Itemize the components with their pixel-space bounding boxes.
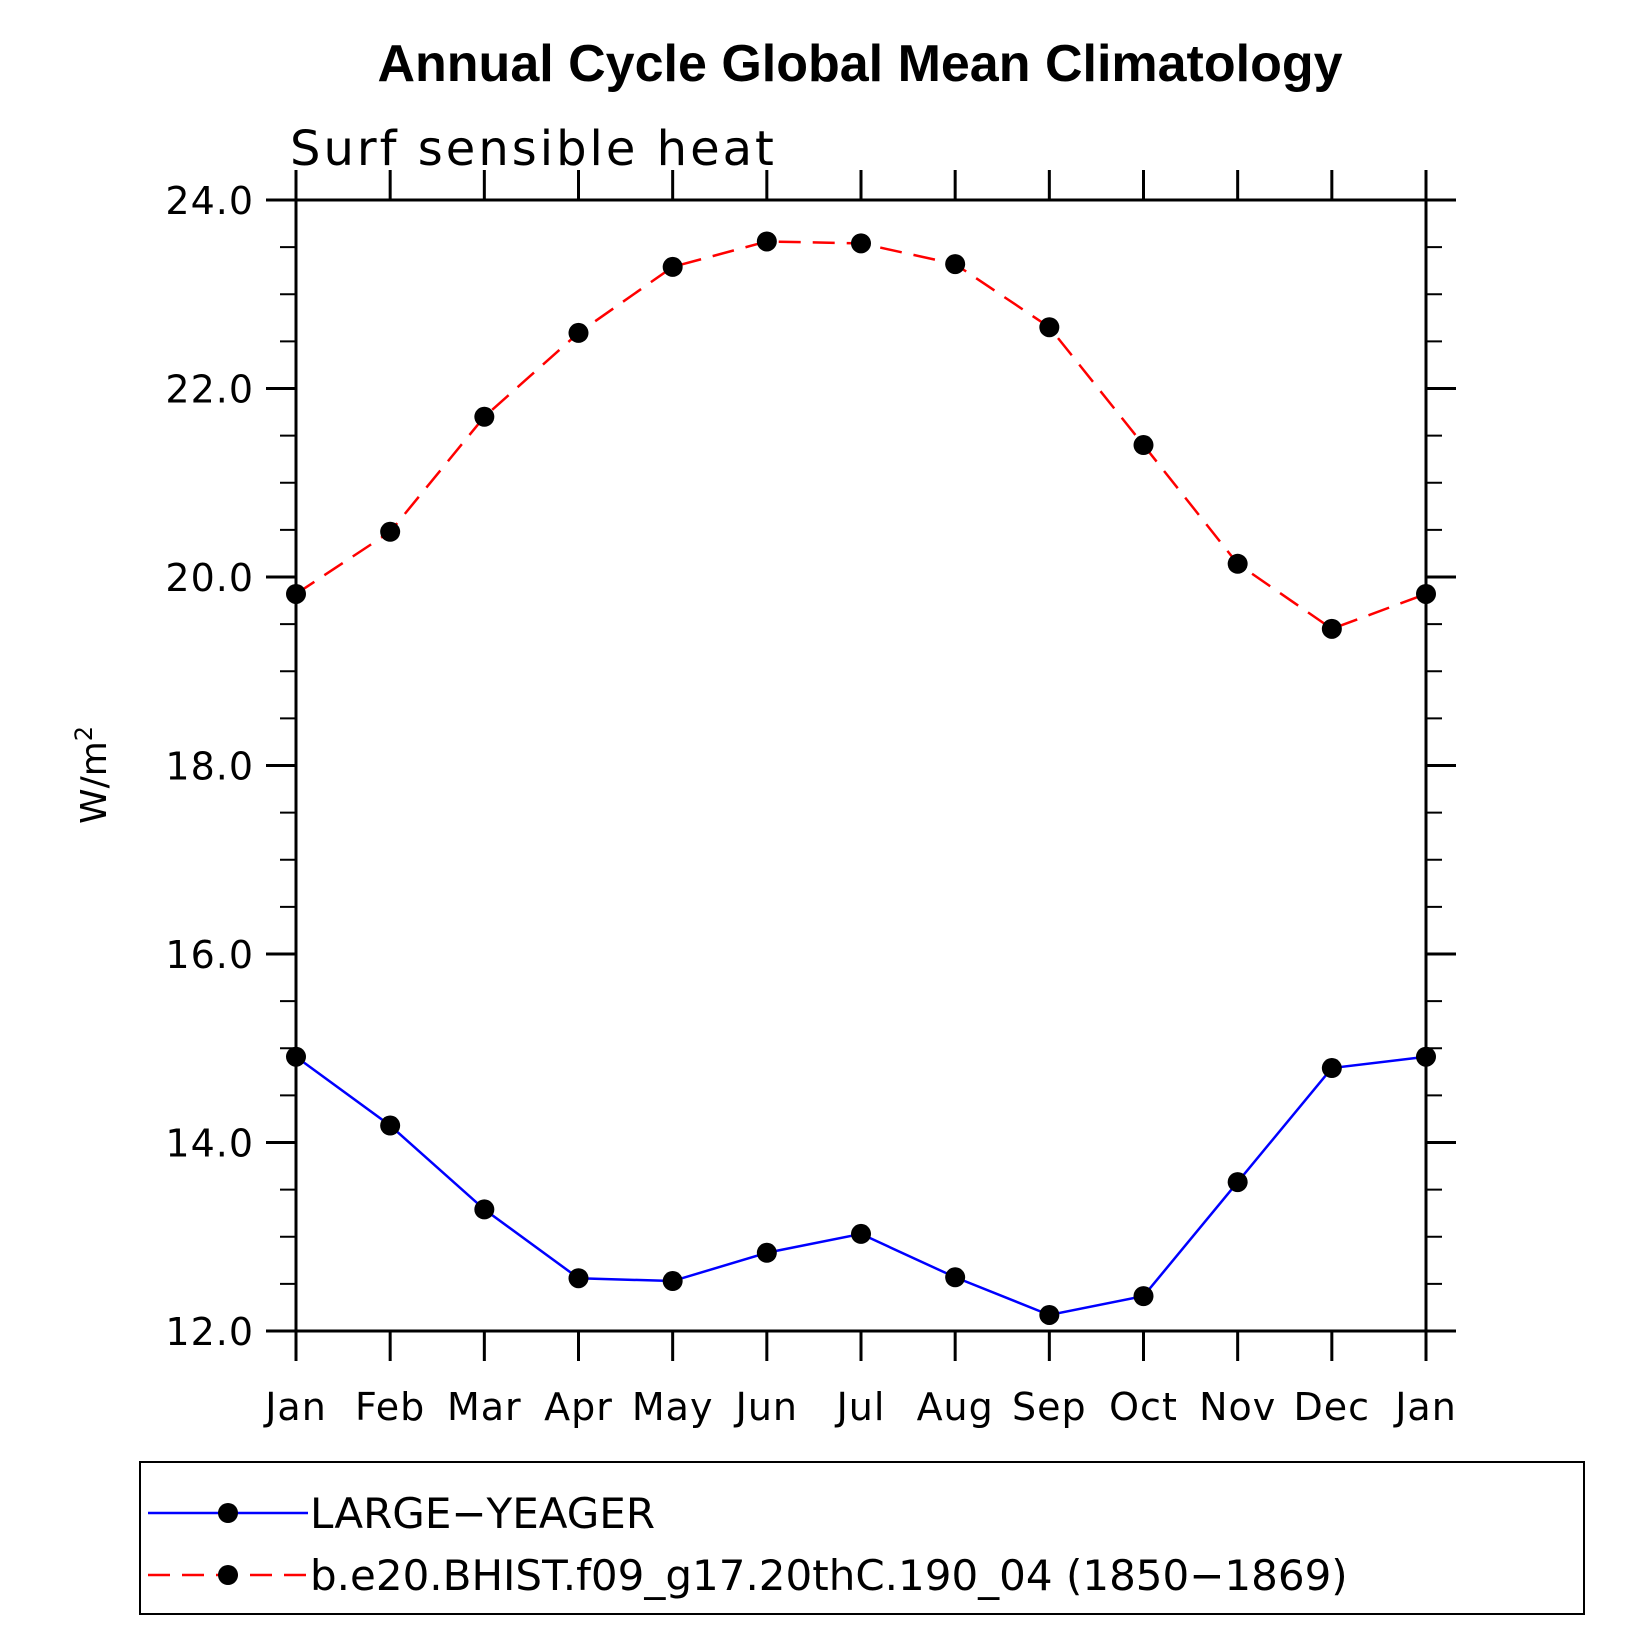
series-point <box>568 1268 589 1289</box>
series-point <box>1133 435 1154 456</box>
series-layer <box>286 231 1436 1325</box>
axis-ticks <box>266 170 1456 1361</box>
series-point <box>945 1267 966 1288</box>
y-tick-label: 14.0 <box>165 1122 254 1166</box>
x-tick-label: Nov <box>1199 1385 1276 1429</box>
y-tick-label: 20.0 <box>165 556 254 600</box>
series-point <box>1416 1046 1436 1067</box>
series-point <box>851 1223 871 1244</box>
y-axis-label: W/m2 <box>70 726 115 824</box>
chart-title: Annual Cycle Global Mean Climatology <box>377 35 1342 93</box>
series-point <box>568 322 589 343</box>
series-point <box>1227 553 1248 574</box>
series-point <box>1321 618 1342 639</box>
y-tick-label: 18.0 <box>165 745 254 789</box>
series-point <box>380 521 401 542</box>
legend-label: b.e20.BHIST.f09_g17.20thC.190_04 (1850−1… <box>310 1551 1348 1600</box>
y-tick-label: 24.0 <box>165 179 254 223</box>
series-point <box>851 233 871 254</box>
series-point <box>474 406 495 427</box>
y-tick-labels: 12.0 14.0 16.0 18.0 20.0 22.0 24.0 <box>165 179 254 1354</box>
x-tick-label: Oct <box>1109 1385 1178 1429</box>
series-point <box>1133 1286 1154 1307</box>
x-tick-label: Jan <box>263 1385 327 1429</box>
series-point <box>1416 583 1436 604</box>
series-point <box>380 1115 401 1136</box>
x-tick-label: Jul <box>835 1385 886 1429</box>
series-point <box>474 1199 495 1220</box>
series-line <box>295 1055 1427 1317</box>
series-point <box>286 1046 306 1067</box>
x-tick-label: Feb <box>355 1385 425 1429</box>
y-tick-label: 12.0 <box>165 1310 254 1354</box>
series-point <box>662 1271 683 1292</box>
plot-frame <box>294 198 1428 1333</box>
x-tick-label: Apr <box>544 1385 613 1429</box>
x-tick-label: Dec <box>1294 1385 1371 1429</box>
x-tick-labels: Jan Feb Mar Apr May Jun Jul Aug Sep Oct Nov Dec Jan <box>263 1385 1457 1429</box>
series-point <box>662 256 683 277</box>
legend-box <box>139 1461 1585 1615</box>
y-axis-label-text: W/m <box>74 741 115 824</box>
series-point <box>1227 1172 1248 1193</box>
legend-marker <box>218 1565 238 1585</box>
series-point <box>1321 1058 1342 1079</box>
x-tick-label: May <box>632 1385 714 1429</box>
x-tick-label: Jan <box>1393 1385 1457 1429</box>
series-point <box>1039 1304 1060 1325</box>
series-point <box>756 231 777 252</box>
legend-label: LARGE−YEAGER <box>310 1489 655 1538</box>
x-tick-label: Mar <box>447 1385 522 1429</box>
series-point <box>286 583 306 604</box>
y-axis-label-superscript: 2 <box>70 726 98 741</box>
chart-subtitle: Surf sensible heat <box>290 121 777 177</box>
legend: LARGE−YEAGER b.e20.BHIST.f09_g17.20thC.19… <box>148 1489 1348 1600</box>
series-point <box>756 1242 777 1263</box>
legend-marker <box>218 1503 238 1523</box>
y-tick-label: 16.0 <box>165 933 254 977</box>
x-tick-label: Sep <box>1012 1385 1087 1429</box>
series-line <box>295 240 1427 631</box>
x-tick-label: Jun <box>734 1385 798 1429</box>
series-point <box>945 254 966 275</box>
svg-text:W/m2: W/m2 <box>70 726 115 824</box>
y-tick-label: 22.0 <box>165 368 254 412</box>
x-tick-label: Aug <box>917 1385 994 1429</box>
series-point <box>1039 317 1060 338</box>
